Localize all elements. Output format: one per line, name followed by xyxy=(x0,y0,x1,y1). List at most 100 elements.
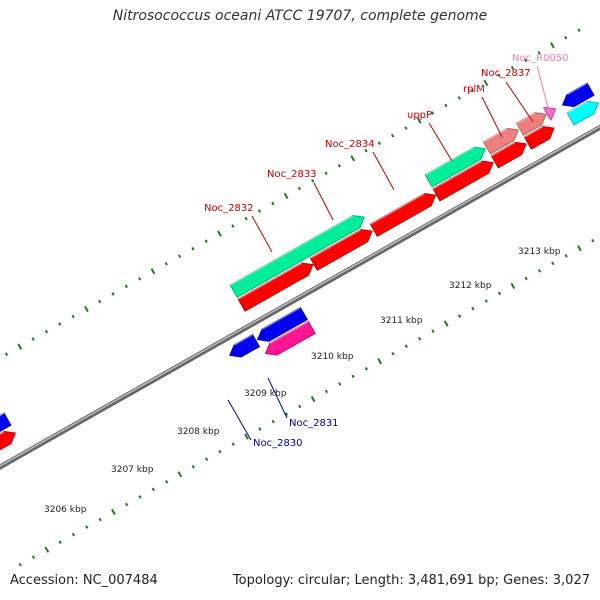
leader-line xyxy=(372,151,395,191)
minor-tick xyxy=(298,404,302,409)
reverse-left-edge xyxy=(0,412,12,432)
scale-tick-label: 3209 kbp xyxy=(244,389,287,399)
minor-tick xyxy=(351,374,355,379)
cds-noc-2831-reverse-body xyxy=(256,306,308,342)
rna-noc-2831-shine xyxy=(269,320,309,344)
cds-rplM-shine xyxy=(490,141,516,157)
minor-tick xyxy=(71,532,76,537)
minor-tick xyxy=(364,148,368,153)
major-tick xyxy=(283,192,289,200)
cds-left-edge-body xyxy=(0,430,16,451)
minor-tick xyxy=(524,58,528,63)
minor-tick xyxy=(98,517,102,522)
feature-rplM-shine xyxy=(482,127,508,143)
cds-noc-2834-body xyxy=(369,193,437,237)
minor-tick xyxy=(564,253,568,258)
cds-noc-2832-shine xyxy=(237,262,303,300)
scale-tick-label: 3213 kbp xyxy=(518,247,561,257)
feature-noc-2837 xyxy=(515,111,547,136)
minor-tick xyxy=(31,555,36,560)
offscreen-blue-feature-body xyxy=(561,82,595,108)
outer-tick-marks xyxy=(4,28,581,356)
minor-tick xyxy=(457,96,461,100)
major-tick xyxy=(217,230,222,237)
gene-label: Noc_2830 xyxy=(253,438,303,449)
minor-tick xyxy=(218,449,222,454)
backbone-line xyxy=(0,124,600,470)
major-tick xyxy=(350,155,356,162)
major-tick xyxy=(84,305,89,313)
inner-tick-marks xyxy=(18,238,595,567)
reverse-left-edge-body xyxy=(0,412,12,432)
minor-tick xyxy=(58,322,62,326)
minor-tick xyxy=(257,209,262,213)
cds-rplM-body xyxy=(490,141,527,169)
gene-label: Noc_2837 xyxy=(481,68,531,79)
cds-left-edge xyxy=(0,430,16,451)
cds-noc-2831-reverse-shine xyxy=(261,306,301,330)
major-tick xyxy=(17,343,23,350)
scale-tick-label: 3212 kbp xyxy=(449,281,492,291)
minor-tick xyxy=(18,562,22,567)
offscreen-blue-feature xyxy=(561,82,595,108)
major-tick xyxy=(377,358,383,365)
minor-tick xyxy=(444,103,448,108)
minor-tick xyxy=(124,284,128,289)
major-tick xyxy=(483,79,489,86)
cds-rplM xyxy=(490,141,527,169)
minor-tick xyxy=(204,457,209,462)
scale-tick-label: 3207 kbp xyxy=(111,465,154,475)
offscreen-cyan-feature-shine xyxy=(566,100,588,114)
major-tick xyxy=(416,117,422,124)
minor-tick xyxy=(58,540,62,544)
cds-noc-2837-body xyxy=(523,126,555,150)
minor-tick xyxy=(324,171,328,176)
minor-tick xyxy=(31,337,35,341)
backbone-highlight xyxy=(0,125,600,467)
minor-tick xyxy=(138,277,142,281)
gene-noc-2832-2833-body xyxy=(229,215,365,298)
major-tick xyxy=(111,508,116,516)
gene-noc-2832-2833-shine xyxy=(229,214,354,286)
minor-tick xyxy=(391,351,395,356)
gene-labels: Noc_2832 Noc_2833 Noc_2834 uppP rplM Noc_2837… xyxy=(204,53,569,449)
cds-noc-2830-shine xyxy=(233,333,253,346)
major-tick xyxy=(244,433,249,440)
minor-tick xyxy=(484,299,488,303)
minor-tick xyxy=(165,480,169,484)
genome-stats-text: Topology: circular; Length: 3,481,691 bp… xyxy=(232,573,590,588)
minor-tick xyxy=(524,276,528,281)
cds-noc-2837-shine xyxy=(523,125,544,138)
scale-tick-label: 3211 kbp xyxy=(380,316,423,326)
leader-line xyxy=(536,65,551,116)
cds-noc-2830 xyxy=(229,333,261,358)
major-tick xyxy=(177,471,183,478)
offscreen-cyan-feature xyxy=(566,100,600,126)
leader-line xyxy=(267,377,288,419)
minor-tick xyxy=(324,389,329,394)
minor-tick xyxy=(231,442,235,446)
gene-label: Noc_2834 xyxy=(325,139,375,150)
offscreen-cyan-feature-body xyxy=(566,100,600,126)
gene-label: Noc_R0050 xyxy=(512,53,569,64)
cds-noc-2834 xyxy=(369,192,437,237)
minor-tick xyxy=(591,238,595,243)
minor-tick xyxy=(537,269,542,273)
minor-tick xyxy=(418,336,422,341)
scale-tick-label: 3210 kbp xyxy=(311,352,354,362)
minor-tick xyxy=(470,88,475,93)
minor-tick xyxy=(85,525,89,529)
cds-noc-2837 xyxy=(523,125,555,150)
gene-label: Noc_2832 xyxy=(204,203,254,214)
minor-tick xyxy=(191,246,195,251)
minor-tick xyxy=(431,329,435,333)
cds-uppP-body xyxy=(432,160,494,202)
minor-tick xyxy=(271,201,275,206)
minor-tick xyxy=(111,292,115,296)
gene-noc-2832-2833 xyxy=(229,214,365,298)
major-tick xyxy=(44,546,50,553)
scale-tick-label: 3206 kbp xyxy=(44,505,87,515)
minor-tick xyxy=(338,382,342,386)
minor-tick xyxy=(564,35,568,40)
